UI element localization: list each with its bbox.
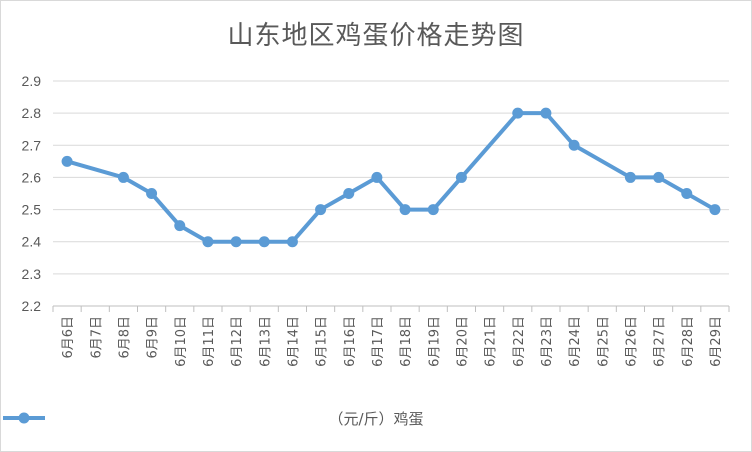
y-tick-label: 2.2 [22,298,42,314]
series-layer [61,107,721,248]
x-tick-label: 6月11日 [202,316,217,367]
data-point [174,220,186,232]
x-tick-label: 6月28日 [681,316,696,367]
data-point [315,204,327,216]
x-tick-label: 6月22日 [512,316,527,367]
data-point [512,107,524,119]
x-tick-label: 6月14日 [286,316,301,367]
x-tick-label: 6月24日 [568,316,583,367]
data-point [540,107,552,119]
legend-marker-icon [3,412,45,424]
data-point [624,171,636,183]
data-point [286,236,298,248]
x-tick-label: 6月26日 [624,316,639,367]
y-tick-label: 2.3 [22,266,42,282]
x-tick-label: 6月19日 [427,316,442,367]
x-tick-label: 6月7日 [89,316,104,359]
data-point [146,188,158,199]
y-tick-label: 2.8 [22,105,42,121]
x-tick-label: 6月16日 [343,316,358,367]
data-point [399,204,411,216]
x-axis [52,306,730,312]
data-point [653,171,665,183]
chart-title: 山东地区鸡蛋价格走势图 [227,21,525,51]
data-point [709,204,721,216]
x-tick-label: 6月21日 [484,316,499,367]
x-tick-label: 6月13日 [258,316,273,367]
y-tick-label: 2.7 [22,137,42,153]
data-point [371,171,383,183]
data-point [343,188,355,199]
data-point [568,139,580,151]
x-tick-label: 6月23日 [540,316,555,367]
data-point [61,155,73,167]
y-axis: 2.2 2.3 2.4 2.5 2.6 2.7 2.8 2.9 [22,73,42,314]
x-tick-label: 6月27日 [653,316,668,367]
x-tick-label: 6月10日 [174,316,189,367]
x-tick-label: 6月17日 [371,316,386,367]
legend: （元/斤）鸡蛋 [1,408,751,429]
x-tick-label: 6月6日 [61,316,76,359]
data-point [681,188,693,199]
data-point [258,236,270,248]
x-tick-label: 6月18日 [399,316,414,367]
x-tick-label: 6月15日 [315,316,330,367]
y-tick-label: 2.5 [22,202,42,218]
x-tick-label: 6月8日 [117,316,132,359]
x-tick-label: 6月25日 [596,316,611,367]
data-point [427,204,439,216]
x-tick-label: 6月20日 [455,316,470,367]
data-point [455,171,467,183]
legend-label: （元/斤）鸡蛋 [328,410,424,428]
y-tick-label: 2.9 [22,73,42,89]
y-tick-label: 2.4 [22,234,42,250]
data-point [202,236,214,248]
x-tick-label: 6月29日 [709,316,724,367]
x-tick-label: 6月9日 [146,316,161,359]
data-point [230,236,242,248]
data-point [117,171,129,183]
x-tick-label: 6月12日 [230,316,245,367]
x-tick-labels: 6月6日 6月7日 6月8日 6月9日 6月10日 6月11日 6月12日 6月13日 6月14… [61,316,724,367]
y-tick-label: 2.6 [22,169,42,185]
